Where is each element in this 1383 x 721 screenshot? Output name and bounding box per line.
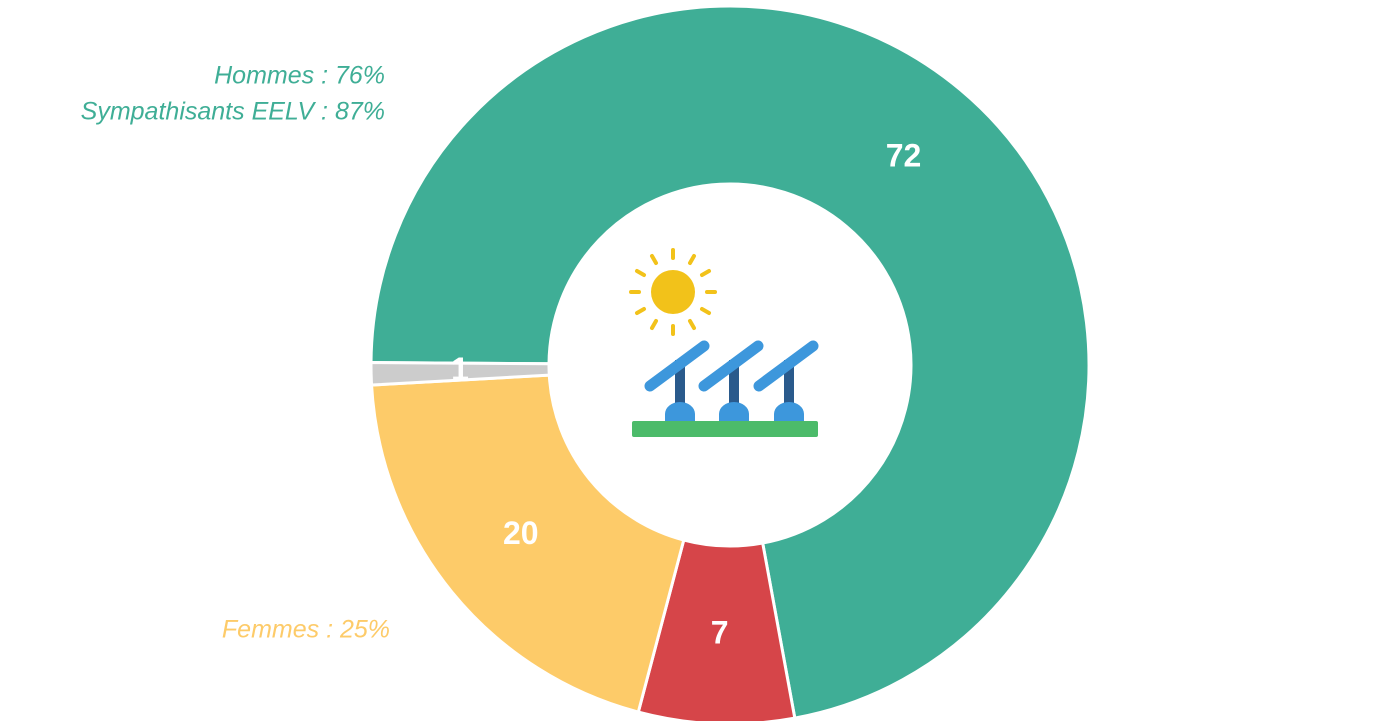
- data-label: 1: [451, 351, 469, 387]
- donut-segment: [369, 360, 551, 387]
- donut: [369, 4, 1091, 721]
- solar-icon: [629, 248, 819, 437]
- data-label: 7: [711, 614, 729, 650]
- donut-segment: [369, 4, 1091, 720]
- data-label: 20: [503, 515, 539, 551]
- annotation: Femmes : 25%: [222, 616, 390, 644]
- annotation: Hommes : 76%: [214, 62, 385, 90]
- annotation: Sympathisants EELV : 87%: [81, 98, 385, 126]
- donut-segment: [369, 373, 686, 714]
- data-label: 72: [886, 138, 922, 174]
